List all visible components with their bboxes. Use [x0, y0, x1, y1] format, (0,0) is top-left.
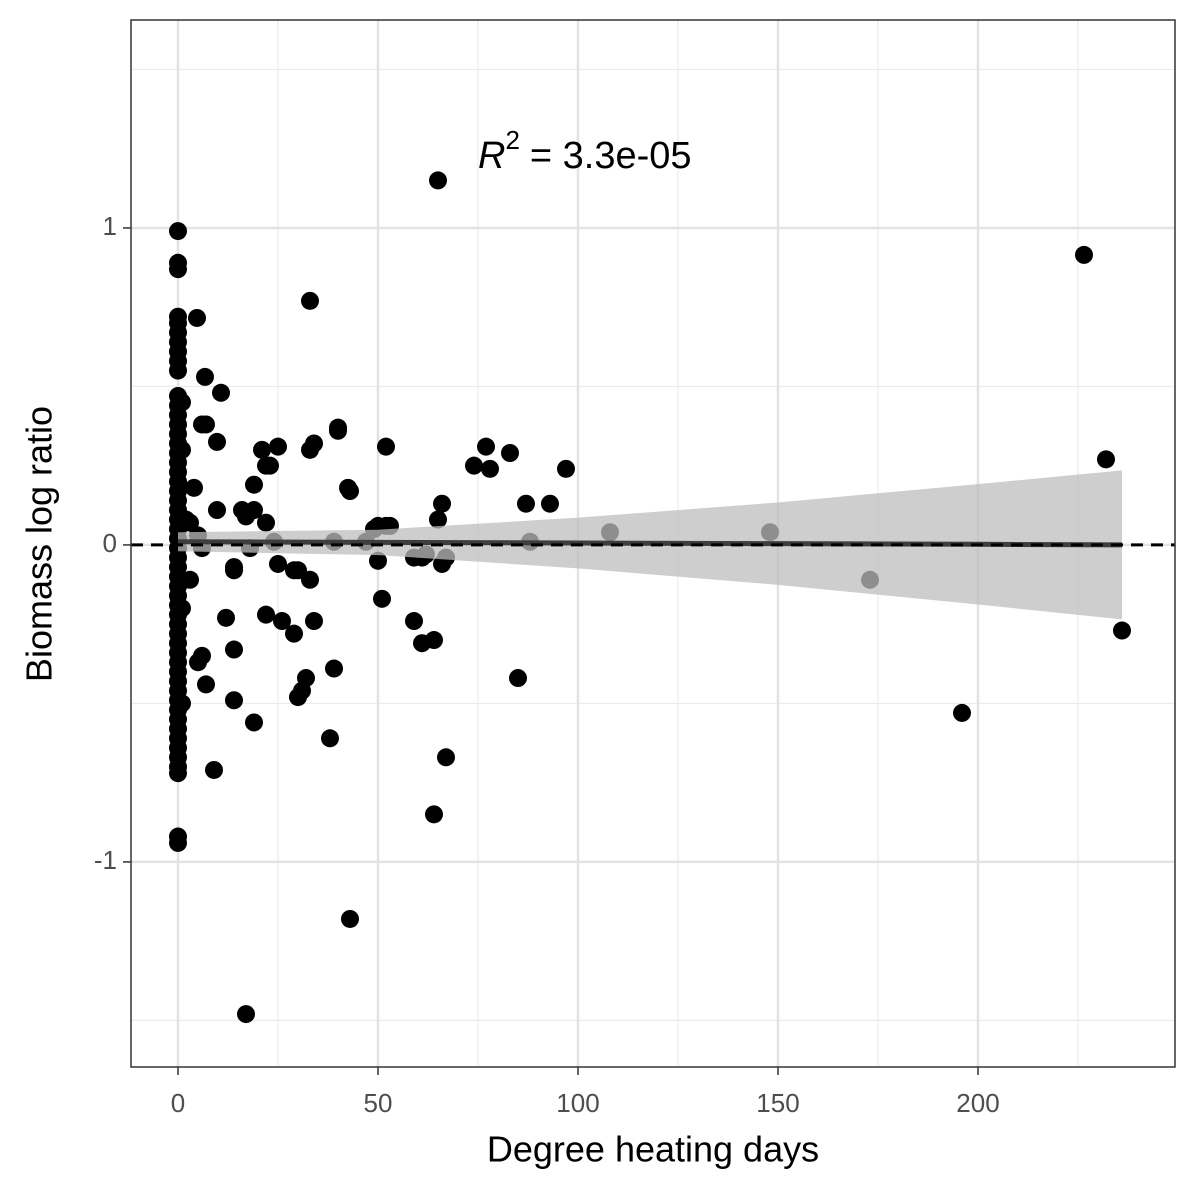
point — [169, 260, 187, 279]
point — [289, 561, 307, 580]
point — [173, 599, 191, 618]
x-tick-label: 200 — [956, 1088, 999, 1118]
point — [225, 561, 243, 580]
point — [1075, 245, 1093, 264]
axes: 0 50 100 150 200 -1 0 1 — [94, 211, 1000, 1118]
point — [433, 494, 451, 513]
point — [405, 612, 423, 631]
point — [217, 608, 235, 627]
point — [185, 478, 203, 497]
point — [188, 308, 206, 327]
y-tick-label: 1 — [103, 211, 117, 241]
point — [269, 437, 287, 456]
point — [321, 729, 339, 748]
point — [429, 171, 447, 190]
point — [181, 570, 199, 589]
y-axis-title: Biomass log ratio — [19, 406, 60, 682]
point — [169, 361, 187, 380]
point — [196, 367, 214, 386]
point — [297, 669, 315, 688]
x-tick-label: 50 — [364, 1088, 393, 1118]
x-axis-title: Degree heating days — [487, 1129, 819, 1170]
point — [237, 1005, 255, 1024]
point — [261, 456, 279, 475]
point — [425, 805, 443, 824]
point — [325, 659, 343, 678]
point — [377, 437, 395, 456]
point — [269, 554, 287, 573]
point — [437, 748, 455, 767]
point — [225, 691, 243, 710]
annotation-symbol: R — [478, 135, 505, 177]
point — [557, 459, 575, 478]
point — [341, 909, 359, 928]
point — [212, 383, 230, 402]
point — [413, 634, 431, 653]
point — [245, 501, 263, 520]
point — [301, 291, 319, 310]
point — [305, 612, 323, 631]
x-tick-label: 100 — [556, 1088, 599, 1118]
point — [273, 612, 291, 631]
point — [173, 440, 191, 459]
point — [517, 494, 535, 513]
point — [429, 510, 447, 529]
point — [208, 432, 226, 451]
point — [465, 456, 483, 475]
point — [301, 570, 319, 589]
point — [541, 494, 559, 513]
point — [245, 713, 263, 732]
point — [173, 393, 191, 412]
point — [169, 222, 187, 241]
point — [197, 415, 215, 434]
y-tick-label: -1 — [94, 845, 117, 875]
point — [1113, 621, 1131, 640]
point — [477, 437, 495, 456]
point — [509, 669, 527, 688]
point — [329, 421, 347, 440]
point — [169, 764, 187, 783]
point — [173, 694, 191, 713]
point — [225, 640, 243, 659]
point — [197, 675, 215, 694]
point — [208, 501, 226, 520]
y-tick-label: 0 — [103, 528, 117, 558]
panel-border — [130, 19, 1176, 1068]
annotation-power: 2 — [505, 125, 519, 155]
point — [305, 434, 323, 453]
point — [257, 605, 275, 624]
point — [373, 589, 391, 608]
x-tick-label: 0 — [171, 1088, 185, 1118]
point — [285, 624, 303, 643]
point — [205, 760, 223, 779]
point — [253, 440, 271, 459]
plot-marks — [131, 171, 1175, 1024]
x-tick-label: 150 — [756, 1088, 799, 1118]
point — [1097, 450, 1115, 469]
point — [481, 459, 499, 478]
point — [257, 513, 275, 532]
point — [189, 653, 207, 672]
point — [341, 482, 359, 501]
annotation-text: = 3.3e-05 — [530, 135, 692, 177]
point — [245, 475, 263, 494]
point — [953, 703, 971, 722]
point — [169, 833, 187, 852]
annotation: R2 = 3.3e-05 — [478, 125, 692, 177]
point — [369, 551, 387, 570]
point — [501, 444, 519, 463]
